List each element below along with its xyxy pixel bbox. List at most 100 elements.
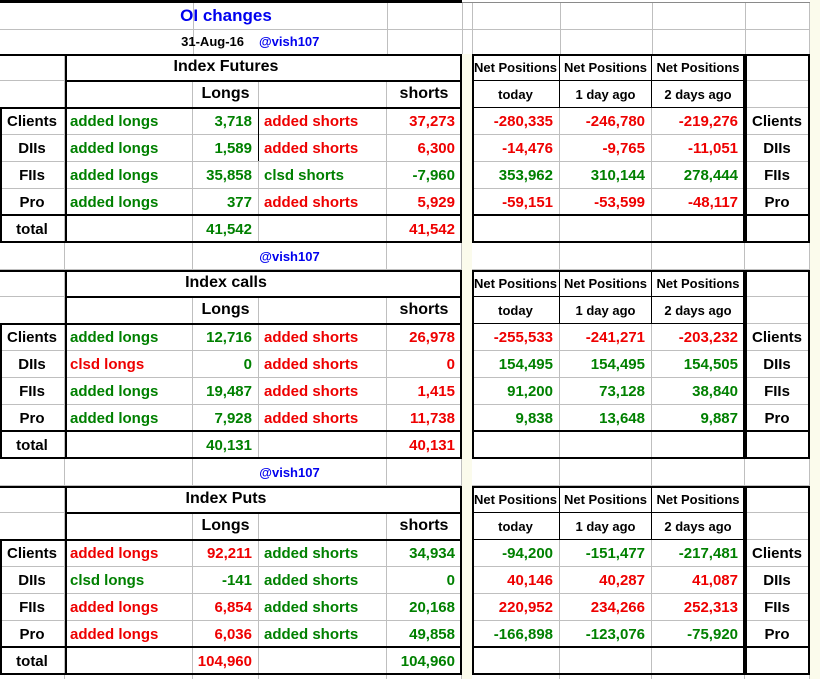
row-label-cell[interactable]: Pro — [0, 189, 65, 216]
short-action-cell[interactable]: added shorts — [259, 594, 387, 621]
one-day-ago-header-cell[interactable]: 1 day ago — [560, 297, 652, 324]
right-row-label-cell[interactable]: DIIs — [745, 135, 810, 162]
short-value-cell[interactable]: 49,858 — [387, 621, 462, 648]
empty-cell[interactable] — [745, 297, 810, 324]
user-handle[interactable]: @vish107 — [193, 243, 387, 270]
net-1day-cell[interactable]: -241,271 — [560, 324, 652, 351]
long-value-cell[interactable]: 12,716 — [193, 324, 259, 351]
row-label-cell[interactable]: FIIs — [0, 162, 65, 189]
net-positions-header-cell[interactable]: Net Positions — [472, 54, 560, 81]
empty-cell[interactable] — [0, 459, 65, 486]
net-today-cell[interactable]: 353,962 — [472, 162, 560, 189]
right-row-label-cell[interactable]: DIIs — [745, 351, 810, 378]
net-2days-cell[interactable]: -75,920 — [652, 621, 745, 648]
total-label-cell[interactable]: total — [0, 648, 65, 675]
total-label-cell[interactable]: total — [0, 216, 65, 243]
empty-cell[interactable] — [0, 486, 65, 513]
empty-cell[interactable] — [259, 432, 387, 459]
short-value-cell[interactable]: 1,415 — [387, 378, 462, 405]
short-action-cell[interactable]: added shorts — [259, 351, 387, 378]
right-row-label-cell[interactable]: Pro — [745, 621, 810, 648]
right-row-label-cell[interactable]: FIIs — [745, 594, 810, 621]
empty-cell[interactable] — [560, 216, 652, 243]
empty-cell[interactable] — [259, 216, 387, 243]
net-today-cell[interactable]: 40,146 — [472, 567, 560, 594]
net-1day-cell[interactable]: 73,128 — [560, 378, 652, 405]
net-1day-cell[interactable]: -53,599 — [560, 189, 652, 216]
empty-cell[interactable] — [65, 432, 193, 459]
short-action-cell[interactable]: added shorts — [259, 189, 387, 216]
empty-cell[interactable] — [652, 459, 745, 486]
net-positions-header-cell[interactable]: Net Positions — [472, 270, 560, 297]
total-long-cell[interactable]: 104,960 — [193, 648, 259, 675]
row-label-cell[interactable]: FIIs — [0, 378, 65, 405]
two-days-ago-header-cell[interactable]: 2 days ago — [652, 81, 745, 108]
long-action-cell[interactable]: added longs — [65, 594, 193, 621]
total-label-cell[interactable]: total — [0, 432, 65, 459]
long-action-cell[interactable]: added longs — [65, 621, 193, 648]
row-label-cell[interactable]: FIIs — [0, 594, 65, 621]
net-today-cell[interactable]: -255,533 — [472, 324, 560, 351]
empty-cell[interactable] — [259, 513, 387, 540]
net-2days-cell[interactable]: 154,505 — [652, 351, 745, 378]
short-action-cell[interactable]: added shorts — [259, 108, 387, 135]
empty-cell[interactable] — [652, 648, 745, 675]
long-action-cell[interactable]: added longs — [65, 378, 193, 405]
empty-cell[interactable] — [745, 486, 810, 513]
empty-cell[interactable] — [560, 648, 652, 675]
empty-cell[interactable] — [560, 243, 652, 270]
right-row-label-cell[interactable]: FIIs — [745, 162, 810, 189]
empty-cell[interactable] — [0, 297, 65, 324]
empty-cell[interactable] — [259, 81, 387, 108]
long-action-cell[interactable]: added longs — [65, 108, 193, 135]
empty-cell[interactable] — [472, 243, 560, 270]
user-handle[interactable]: @vish107 — [193, 459, 387, 486]
empty-cell[interactable] — [652, 243, 745, 270]
net-positions-header-cell[interactable]: Net Positions — [560, 270, 652, 297]
row-label-cell[interactable]: Clients — [0, 540, 65, 567]
right-row-label-cell[interactable]: DIIs — [745, 567, 810, 594]
empty-cell[interactable] — [65, 648, 193, 675]
short-value-cell[interactable]: 0 — [387, 351, 462, 378]
net-1day-cell[interactable]: 13,648 — [560, 405, 652, 432]
empty-cell[interactable] — [745, 513, 810, 540]
empty-cell[interactable] — [65, 216, 193, 243]
net-1day-cell[interactable]: 234,266 — [560, 594, 652, 621]
right-row-label-cell[interactable]: Clients — [745, 324, 810, 351]
net-positions-header-cell[interactable]: Net Positions — [560, 54, 652, 81]
net-2days-cell[interactable]: -217,481 — [652, 540, 745, 567]
right-row-label-cell[interactable]: Clients — [745, 540, 810, 567]
net-1day-cell[interactable]: 310,144 — [560, 162, 652, 189]
long-value-cell[interactable]: 92,211 — [193, 540, 259, 567]
long-action-cell[interactable]: clsd longs — [65, 567, 193, 594]
empty-cell[interactable] — [0, 54, 65, 81]
net-2days-cell[interactable]: -11,051 — [652, 135, 745, 162]
two-days-ago-header-cell[interactable]: 2 days ago — [652, 297, 745, 324]
net-today-cell[interactable]: 91,200 — [472, 378, 560, 405]
empty-cell[interactable] — [560, 432, 652, 459]
long-action-cell[interactable]: added longs — [65, 135, 193, 162]
net-positions-header-cell[interactable]: Net Positions — [560, 486, 652, 513]
short-value-cell[interactable]: 34,934 — [387, 540, 462, 567]
empty-cell[interactable] — [745, 270, 810, 297]
net-1day-cell[interactable]: -246,780 — [560, 108, 652, 135]
empty-cell[interactable] — [745, 81, 810, 108]
net-today-cell[interactable]: 220,952 — [472, 594, 560, 621]
net-today-cell[interactable]: -59,151 — [472, 189, 560, 216]
short-action-cell[interactable]: added shorts — [259, 567, 387, 594]
empty-cell[interactable] — [745, 216, 810, 243]
long-action-cell[interactable]: added longs — [65, 324, 193, 351]
shorts-header-cell[interactable]: shorts — [387, 513, 462, 540]
short-value-cell[interactable]: 0 — [387, 567, 462, 594]
empty-cell[interactable] — [0, 81, 65, 108]
empty-cell[interactable] — [652, 432, 745, 459]
net-2days-cell[interactable]: 9,887 — [652, 405, 745, 432]
net-positions-header-cell[interactable]: Net Positions — [472, 486, 560, 513]
net-2days-cell[interactable]: -219,276 — [652, 108, 745, 135]
empty-cell[interactable] — [745, 648, 810, 675]
net-today-cell[interactable]: -280,335 — [472, 108, 560, 135]
empty-cell[interactable] — [65, 243, 193, 270]
long-action-cell[interactable]: added longs — [65, 405, 193, 432]
long-value-cell[interactable]: 1,589 — [193, 135, 259, 162]
right-row-label-cell[interactable]: Pro — [745, 405, 810, 432]
